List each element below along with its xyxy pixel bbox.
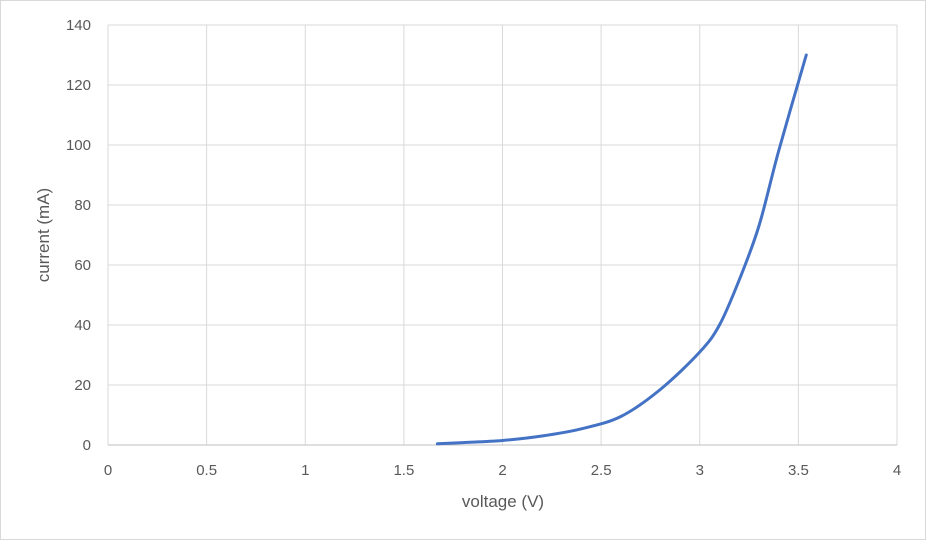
y-axis-title: current (mA) bbox=[34, 188, 53, 282]
y-tick-label: 60 bbox=[74, 257, 91, 274]
x-tick-label: 2.5 bbox=[591, 462, 612, 479]
x-tick-label: 3.5 bbox=[788, 462, 809, 479]
x-tick-label: 0.5 bbox=[196, 462, 217, 479]
x-tick-label: 0 bbox=[104, 462, 112, 479]
x-tick-label: 2 bbox=[498, 462, 506, 479]
y-tick-label: 140 bbox=[66, 17, 91, 34]
y-tick-label: 20 bbox=[74, 377, 91, 394]
gridlines bbox=[108, 24, 898, 445]
y-tick-label: 80 bbox=[74, 197, 91, 214]
y-tick-label: 100 bbox=[66, 137, 91, 154]
y-tick-label: 40 bbox=[74, 317, 91, 334]
x-tick-label: 3 bbox=[696, 462, 704, 479]
axes bbox=[107, 25, 897, 446]
y-tick-label: 120 bbox=[66, 77, 91, 94]
x-tick-label: 1 bbox=[301, 462, 309, 479]
x-tick-label: 1.5 bbox=[393, 462, 414, 479]
series-group bbox=[435, 53, 808, 446]
y-tick-label: 0 bbox=[83, 437, 91, 454]
x-tick-label: 4 bbox=[893, 462, 901, 479]
x-axis-title: voltage (V) bbox=[462, 492, 544, 511]
series-line bbox=[435, 53, 808, 446]
